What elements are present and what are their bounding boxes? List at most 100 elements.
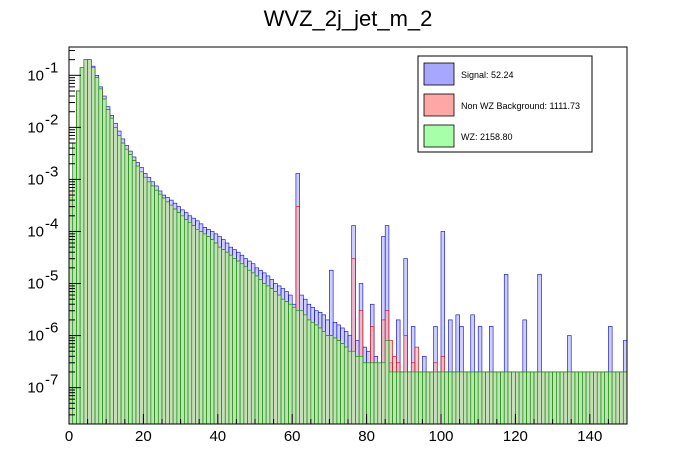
histogram-bar: [563, 371, 568, 425]
histogram-bar: [422, 371, 427, 425]
histogram-bar: [120, 142, 126, 425]
histogram-bar: [596, 371, 602, 425]
histogram-bar: [288, 303, 293, 425]
histogram-bar: [243, 266, 248, 425]
histogram-bar: [284, 301, 289, 425]
y-tick-exponent: -2: [45, 111, 58, 128]
histogram-bar: [317, 327, 323, 425]
histogram-bar: [477, 371, 483, 425]
histogram-bar: [440, 371, 446, 425]
histogram-bar: [232, 258, 237, 425]
histogram-bar: [448, 371, 453, 425]
histogram-bar: [254, 275, 260, 425]
histogram-bar: [202, 233, 207, 425]
y-tick-label: 10: [27, 276, 44, 293]
legend-label: WZ: 2158.80: [461, 132, 513, 142]
histogram-bar: [574, 371, 579, 425]
y-tick-exponent: -7: [45, 372, 58, 389]
histogram-bar: [500, 371, 505, 425]
histogram-bar: [608, 371, 613, 425]
histogram-bar: [187, 222, 193, 425]
legend-label: Signal: 52.24: [461, 70, 514, 80]
histogram-bar: [165, 201, 170, 425]
y-tick-exponent: -4: [45, 215, 58, 232]
histogram-bar: [236, 260, 241, 425]
y-tick-label: 10: [27, 171, 44, 188]
histogram-bar: [503, 371, 509, 425]
histogram-bar: [98, 88, 103, 425]
histogram-bar: [206, 236, 211, 425]
histogram-bar: [154, 189, 159, 425]
histogram-bar: [247, 269, 252, 425]
histogram-bar: [295, 310, 300, 425]
histogram-bar: [541, 371, 546, 425]
histogram-bar: [619, 371, 624, 425]
histogram-bar: [135, 165, 140, 425]
histogram-bar: [198, 231, 204, 425]
histogram-bar: [79, 67, 85, 425]
histogram-bar: [87, 59, 92, 425]
y-tick-label: 10: [27, 223, 44, 240]
histogram-bar: [347, 350, 353, 425]
histogram-bar: [303, 314, 308, 425]
histogram-bar: [314, 324, 319, 425]
histogram-bar: [518, 371, 524, 425]
histogram-bar: [340, 343, 345, 425]
histogram-bar: [265, 285, 271, 425]
histogram-bar: [169, 204, 174, 425]
histogram-bar: [273, 291, 278, 425]
x-tick-label: 0: [65, 428, 73, 445]
y-tick-exponent: -1: [45, 59, 58, 76]
y-tick-label: 10: [27, 119, 44, 136]
histogram-bar: [556, 371, 561, 425]
histogram-bar: [143, 176, 148, 425]
histogram-bar: [102, 98, 107, 425]
histogram-bar: [507, 371, 512, 425]
histogram-bar: [213, 242, 219, 425]
y-tick-label: 10: [27, 67, 44, 84]
histogram-bar: [370, 362, 375, 425]
histogram-bar: [76, 90, 81, 425]
legend: Signal: 52.24 Non WZ Background: 1111.73 W…: [417, 55, 593, 153]
x-tick-label: 120: [503, 428, 528, 445]
histogram-bar: [433, 371, 438, 425]
histogram-bar: [451, 371, 457, 425]
histogram-bar: [358, 355, 364, 425]
histogram-bar: [128, 154, 133, 425]
histogram-bar: [429, 371, 434, 425]
histogram-bar: [210, 239, 215, 425]
histogram-bar: [161, 197, 167, 425]
histogram-bar: [552, 371, 557, 425]
histogram-bar: [172, 208, 178, 425]
axes-layer: 0 20 40 60 80 100 120 14010-710-610-510-410-310…: [27, 49, 628, 445]
histogram-bar: [396, 371, 401, 425]
x-tick-label: 60: [284, 428, 301, 445]
histogram-bar: [600, 371, 605, 425]
histogram-bar: [392, 371, 397, 425]
histogram-bar: [258, 279, 263, 425]
histogram-bar: [224, 251, 230, 425]
histogram-bar: [529, 371, 535, 425]
histogram-bar: [117, 135, 122, 425]
histogram-bar: [184, 219, 189, 425]
legend-swatch: [423, 124, 455, 148]
histogram-bar: [496, 371, 501, 425]
histogram-bar: [578, 371, 583, 425]
histogram-bar: [410, 371, 416, 425]
y-tick-exponent: -5: [45, 268, 58, 285]
histogram-bar: [414, 371, 419, 425]
histogram-bar: [403, 371, 408, 425]
x-tick-label: 80: [358, 428, 375, 445]
histogram-bar: [105, 109, 111, 425]
x-tick-label: 140: [577, 428, 602, 445]
histogram-bar: [310, 321, 315, 425]
histogram-bar: [585, 371, 591, 425]
histogram-bar: [91, 67, 96, 425]
histogram-bar: [459, 371, 464, 425]
histogram-bar: [325, 335, 330, 425]
histogram-bar: [131, 160, 137, 425]
x-tick-label: 20: [135, 428, 152, 445]
histogram-bar: [109, 117, 114, 425]
histogram-bar: [250, 272, 256, 425]
